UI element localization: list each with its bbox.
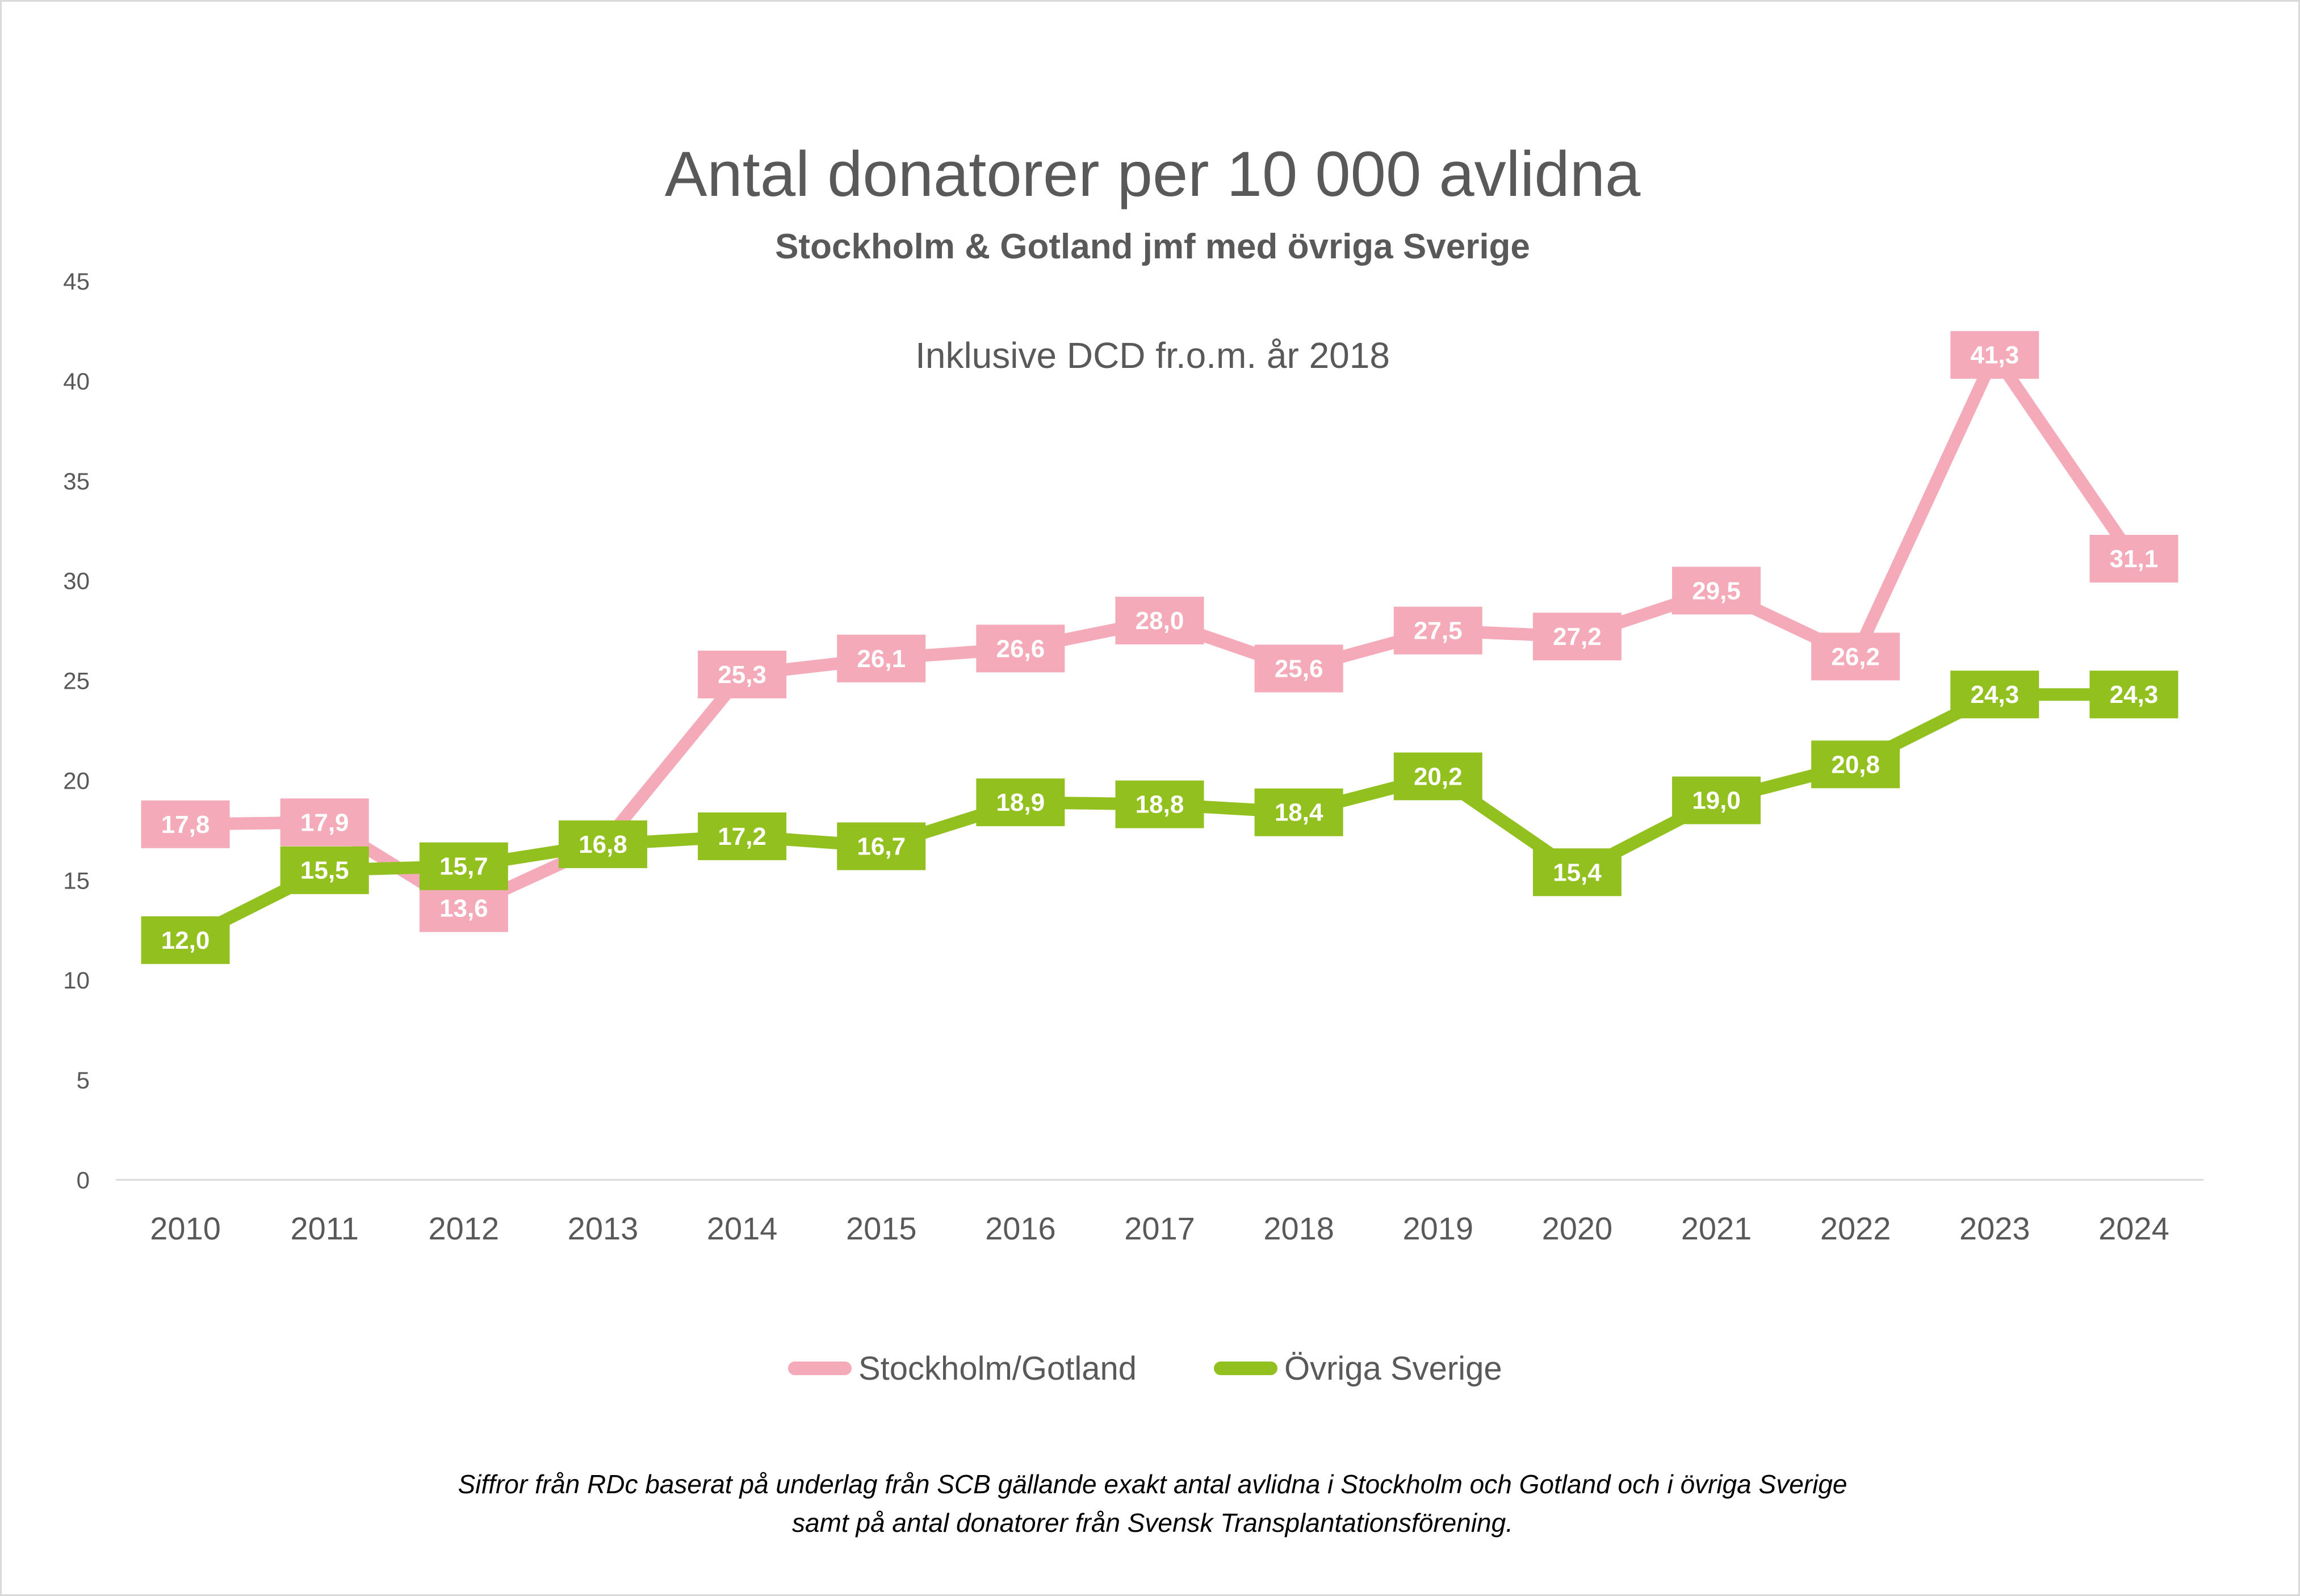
x-tick-label: 2011 — [290, 1210, 358, 1246]
data-label-box-stockholm-gotland — [976, 625, 1065, 673]
data-label-ovriga-sverige: 24,3 — [1970, 681, 2019, 709]
data-label-ovriga-sverige: 20,8 — [1831, 751, 1880, 778]
data-label-stockholm-gotland: 27,5 — [1414, 617, 1463, 645]
data-label-ovriga-sverige: 16,7 — [857, 833, 906, 861]
y-tick-label: 15 — [63, 867, 90, 894]
x-tick-label: 2022 — [1820, 1210, 1891, 1246]
data-label-stockholm-gotland: 26,2 — [1831, 643, 1880, 671]
data-label-stockholm-gotland: 31,1 — [2110, 545, 2159, 573]
chart-subtitle: Stockholm & Gotland jmf med övriga Sveri… — [775, 227, 1530, 266]
x-tick-label: 2012 — [429, 1210, 500, 1246]
data-label-box-stockholm-gotland — [1115, 597, 1204, 645]
data-label-box-ovriga-sverige — [1811, 740, 1900, 789]
x-tick-label: 2015 — [846, 1210, 917, 1246]
legend-label-stockholm-gotland: Stockholm/Gotland — [858, 1350, 1137, 1387]
data-label-box-stockholm-gotland — [1811, 632, 1900, 681]
data-label-box-stockholm-gotland — [837, 634, 926, 682]
x-tick-label: 2018 — [1263, 1210, 1334, 1246]
data-label-box-ovriga-sverige — [1254, 788, 1343, 836]
y-tick-label: 0 — [77, 1167, 90, 1193]
data-label-box-ovriga-sverige — [698, 812, 787, 860]
y-tick-label: 10 — [63, 967, 90, 994]
data-label-ovriga-sverige: 15,5 — [300, 857, 349, 885]
y-axis: 0 5 10 15 20 25 30 35 40 45 — [63, 268, 90, 1193]
data-label-box-ovriga-sverige — [280, 846, 369, 894]
x-tick-label: 2017 — [1124, 1210, 1195, 1246]
legend-label-ovriga-sverige: Övriga Sverige — [1284, 1350, 1502, 1387]
data-label-box-stockholm-gotland — [1672, 567, 1761, 615]
data-label-ovriga-sverige: 15,7 — [439, 853, 488, 881]
data-label-stockholm-gotland: 27,2 — [1553, 623, 1602, 651]
y-tick-label: 30 — [63, 568, 90, 594]
x-tick-label: 2021 — [1681, 1210, 1752, 1246]
data-label-ovriga-sverige: 16,8 — [579, 831, 627, 858]
data-label-ovriga-sverige: 19,0 — [1692, 787, 1741, 815]
data-label-box-ovriga-sverige — [419, 842, 508, 890]
data-label-box-stockholm-gotland — [1532, 613, 1622, 661]
data-label-box-ovriga-sverige — [2089, 671, 2178, 719]
data-label-box-stockholm-gotland — [1950, 331, 2039, 379]
y-tick-label: 25 — [63, 668, 90, 694]
x-tick-label: 2019 — [1402, 1210, 1473, 1246]
data-label-ovriga-sverige: 18,9 — [996, 789, 1045, 816]
data-label-ovriga-sverige: 20,2 — [1414, 763, 1463, 790]
data-label-stockholm-gotland: 17,9 — [300, 809, 349, 836]
data-label-stockholm-gotland: 29,5 — [1692, 577, 1741, 605]
data-label-ovriga-sverige: 18,4 — [1275, 799, 1323, 827]
data-label-stockholm-gotland: 13,6 — [439, 895, 488, 923]
x-tick-label: 2010 — [150, 1210, 221, 1246]
data-label-ovriga-sverige: 17,2 — [718, 823, 766, 851]
data-label-box-ovriga-sverige — [1672, 776, 1761, 824]
data-label-box-stockholm-gotland — [1254, 644, 1343, 693]
data-label-box-ovriga-sverige — [141, 916, 230, 964]
data-label-stockholm-gotland: 25,6 — [1275, 655, 1323, 682]
data-label-ovriga-sverige: 18,8 — [1136, 791, 1184, 819]
x-tick-label: 2016 — [985, 1210, 1056, 1246]
data-label-stockholm-gotland: 28,0 — [1136, 607, 1184, 635]
data-label-ovriga-sverige: 12,0 — [161, 927, 210, 954]
data-label-box-stockholm-gotland — [1393, 606, 1482, 655]
x-tick-label: 2024 — [2098, 1210, 2169, 1246]
y-tick-label: 40 — [63, 368, 90, 395]
data-label-box-ovriga-sverige — [1532, 848, 1622, 897]
data-label-ovriga-sverige: 15,4 — [1553, 858, 1602, 886]
y-tick-label: 45 — [63, 268, 90, 295]
data-label-stockholm-gotland: 25,3 — [718, 661, 766, 689]
x-axis: 2010 2011 2012 2013 2014 2015 2016 2017 2018 2019… — [150, 1210, 2169, 1246]
data-label-box-ovriga-sverige — [837, 822, 926, 870]
data-label-box-ovriga-sverige — [558, 820, 647, 869]
data-label-box-ovriga-sverige — [1115, 780, 1204, 828]
data-labels-layer: 17,8 17,9 13,6 25,3 26,1 26,6 28,0 25,6 27,5 27,2… — [141, 331, 2178, 964]
data-label-box-stockholm-gotland — [698, 651, 787, 699]
data-label-ovriga-sverige: 24,3 — [2110, 681, 2159, 709]
chart-annotation: Inklusive DCD fr.o.m. år 2018 — [915, 335, 1390, 376]
chart-title: Antal donatorer per 10 000 avlidna — [665, 139, 1641, 210]
data-label-box-ovriga-sverige — [1393, 752, 1482, 801]
data-label-stockholm-gotland: 26,6 — [996, 635, 1045, 663]
source-note-line-2: samt på antal donatorer från Svensk Tran… — [792, 1508, 1513, 1538]
x-tick-label: 2023 — [1959, 1210, 2030, 1246]
data-label-box-stockholm-gotland — [2089, 534, 2178, 583]
x-tick-label: 2014 — [707, 1210, 778, 1246]
data-label-box-ovriga-sverige — [1950, 671, 2039, 719]
data-label-stockholm-gotland: 26,1 — [857, 645, 906, 673]
data-label-box-stockholm-gotland — [141, 800, 230, 848]
data-label-box-stockholm-gotland — [280, 798, 369, 847]
source-note-line-1: Siffror från RDc baserat på underlag frå… — [458, 1469, 1847, 1499]
y-tick-label: 5 — [77, 1067, 90, 1094]
data-label-stockholm-gotland: 17,8 — [161, 811, 210, 839]
x-tick-label: 2020 — [1542, 1210, 1613, 1246]
y-tick-label: 20 — [63, 767, 90, 794]
data-label-stockholm-gotland: 41,3 — [1970, 341, 2019, 369]
y-tick-label: 35 — [63, 468, 90, 495]
data-label-box-stockholm-gotland — [419, 884, 508, 932]
legend: Stockholm/Gotland Övriga Sverige — [788, 1350, 1502, 1387]
data-label-box-ovriga-sverige — [976, 778, 1065, 827]
x-tick-label: 2013 — [568, 1210, 639, 1246]
